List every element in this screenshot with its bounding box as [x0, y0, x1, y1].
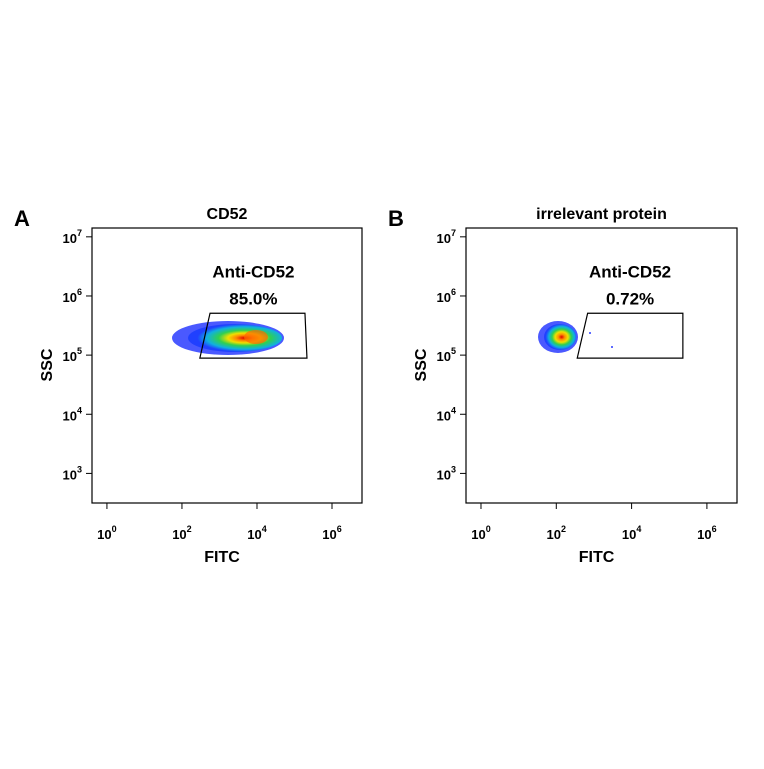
- tick-label: 104: [63, 405, 82, 423]
- tick-exponent: 4: [77, 405, 82, 415]
- tick-label: 104: [247, 524, 266, 542]
- panel-title: irrelevant protein: [536, 206, 667, 223]
- tick-base: 10: [622, 527, 636, 542]
- panel-label: A: [14, 206, 30, 231]
- gate: [576, 312, 684, 359]
- tick-base: 10: [247, 527, 261, 542]
- tick-exponent: 7: [451, 228, 456, 238]
- plot-frame: [465, 227, 738, 504]
- gate-percent: 85.0%: [229, 289, 277, 308]
- tick-label: 107: [63, 228, 82, 246]
- tick-label: 105: [63, 346, 82, 364]
- tick-label: 102: [172, 524, 191, 542]
- tick-exponent: 4: [636, 524, 641, 534]
- density-cloud: [172, 321, 284, 355]
- density-cloud: [538, 321, 613, 353]
- tick-label: 106: [322, 524, 341, 542]
- tick-label: 105: [437, 346, 456, 364]
- tick-exponent: 2: [187, 524, 192, 534]
- tick-exponent: 5: [451, 346, 456, 356]
- tick-exponent: 0: [112, 524, 117, 534]
- tick-label: 106: [437, 287, 456, 305]
- tick-base: 10: [97, 527, 111, 542]
- tick-base: 10: [63, 231, 77, 246]
- tick-label: 104: [622, 524, 641, 542]
- tick-label: 106: [63, 287, 82, 305]
- gate-name: Anti-CD52: [212, 262, 294, 281]
- tick-exponent: 4: [262, 524, 267, 534]
- tick-base: 10: [437, 408, 451, 423]
- tick-base: 10: [63, 408, 77, 423]
- tick-label: 106: [697, 524, 716, 542]
- tick-exponent: 0: [486, 524, 491, 534]
- tick-base: 10: [437, 467, 451, 482]
- y-axis-label: SSC: [413, 348, 430, 381]
- gate: [199, 312, 308, 359]
- tick-label: 104: [437, 405, 456, 423]
- panel-title: CD52: [207, 206, 248, 223]
- tick-label: 100: [471, 524, 490, 542]
- tick-base: 10: [63, 290, 77, 305]
- tick-base: 10: [437, 349, 451, 364]
- x-axis-label: FITC: [204, 549, 240, 566]
- plot-frame: [91, 227, 363, 504]
- tick-exponent: 6: [712, 524, 717, 534]
- tick-label: 107: [437, 228, 456, 246]
- gate-percent: 0.72%: [606, 289, 654, 308]
- tick-exponent: 2: [561, 524, 566, 534]
- tick-base: 10: [697, 527, 711, 542]
- tick-exponent: 4: [451, 405, 456, 415]
- tick-base: 10: [437, 231, 451, 246]
- tick-exponent: 7: [77, 228, 82, 238]
- tick-exponent: 6: [337, 524, 342, 534]
- tick-exponent: 6: [451, 287, 456, 297]
- tick-exponent: 3: [77, 464, 82, 474]
- panel-label: B: [388, 206, 404, 231]
- tick-base: 10: [437, 290, 451, 305]
- x-axis-label: FITC: [579, 549, 615, 566]
- tick-base: 10: [63, 349, 77, 364]
- tick-exponent: 6: [77, 287, 82, 297]
- tick-base: 10: [63, 467, 77, 482]
- tick-exponent: 5: [77, 346, 82, 356]
- tick-label: 102: [547, 524, 566, 542]
- tick-label: 100: [97, 524, 116, 542]
- tick-base: 10: [172, 527, 186, 542]
- tick-label: 103: [63, 464, 82, 482]
- gate-name: Anti-CD52: [589, 262, 671, 281]
- tick-exponent: 3: [451, 464, 456, 474]
- tick-base: 10: [322, 527, 336, 542]
- tick-base: 10: [547, 527, 561, 542]
- tick-base: 10: [471, 527, 485, 542]
- y-axis-label: SSC: [39, 348, 56, 381]
- tick-label: 103: [437, 464, 456, 482]
